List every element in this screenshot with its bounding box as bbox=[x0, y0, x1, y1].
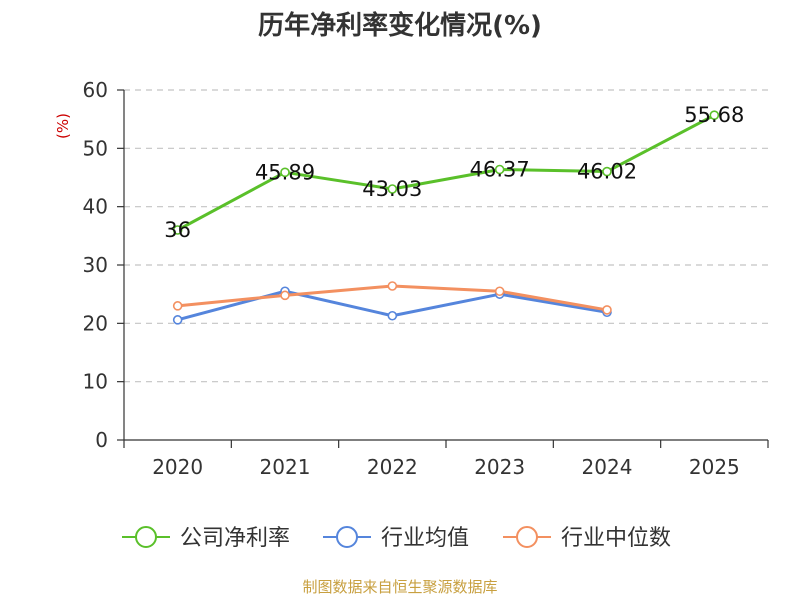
x-tick-label: 2023 bbox=[474, 455, 525, 479]
x-tick-label: 2021 bbox=[260, 455, 311, 479]
x-tick-label: 2020 bbox=[152, 455, 203, 479]
chart-title: 历年净利率变化情况(%) bbox=[258, 10, 542, 41]
legend-swatch-marker bbox=[516, 526, 538, 548]
y-tick-label: 10 bbox=[83, 370, 108, 394]
data-label: 55.68 bbox=[684, 103, 744, 127]
data-point bbox=[709, 110, 720, 120]
data-point bbox=[172, 315, 183, 325]
data-point bbox=[602, 166, 612, 177]
data-point bbox=[172, 225, 183, 235]
y-axis-label: (%) bbox=[54, 113, 72, 139]
legend-label: 行业中位数 bbox=[561, 526, 671, 551]
data-label: 45.89 bbox=[255, 160, 315, 184]
data-labels: 36 45.89 43.03 46.37 46.02 55.68 bbox=[164, 103, 744, 242]
data-point bbox=[280, 167, 290, 178]
legend-label: 公司净利率 bbox=[180, 526, 290, 551]
series-line-0 bbox=[176, 113, 716, 232]
y-tick-label: 60 bbox=[83, 78, 108, 102]
x-tick-label: 2024 bbox=[582, 455, 633, 479]
data-point bbox=[172, 301, 183, 311]
x-tick-label: 2022 bbox=[367, 455, 418, 479]
legend-swatch-marker bbox=[336, 526, 358, 548]
data-point bbox=[494, 286, 505, 297]
legend-label: 行业均值 bbox=[381, 526, 469, 551]
x-tick-label: 2025 bbox=[689, 455, 740, 479]
data-point bbox=[280, 290, 290, 301]
data-label: 43.03 bbox=[362, 177, 422, 201]
data-point bbox=[387, 281, 398, 291]
data-point bbox=[387, 310, 398, 321]
y-tick-labels: 0 10 20 30 40 50 60 bbox=[83, 78, 108, 452]
axes bbox=[117, 89, 769, 448]
legend: 公司净利率 行业均值 行业中位数 bbox=[122, 526, 671, 551]
data-point bbox=[602, 305, 612, 315]
x-tick-labels: 2020 2021 2022 2023 2024 2025 bbox=[152, 455, 740, 479]
series-lines bbox=[176, 113, 716, 322]
y-tick-label: 40 bbox=[83, 195, 108, 219]
y-tick-label: 20 bbox=[83, 311, 108, 335]
data-label: 46.37 bbox=[470, 158, 530, 182]
legend-swatch-marker bbox=[135, 526, 157, 548]
data-point bbox=[494, 164, 505, 175]
y-tick-label: 50 bbox=[83, 136, 108, 160]
series-points bbox=[172, 110, 720, 325]
data-label: 36 bbox=[164, 218, 191, 242]
grid-lines bbox=[124, 89, 768, 383]
source-note: 制图数据来自恒生聚源数据库 bbox=[302, 578, 497, 596]
data-point bbox=[387, 184, 398, 194]
data-label: 46.02 bbox=[577, 160, 637, 184]
y-tick-label: 0 bbox=[95, 428, 108, 452]
y-tick-label: 30 bbox=[83, 253, 108, 277]
